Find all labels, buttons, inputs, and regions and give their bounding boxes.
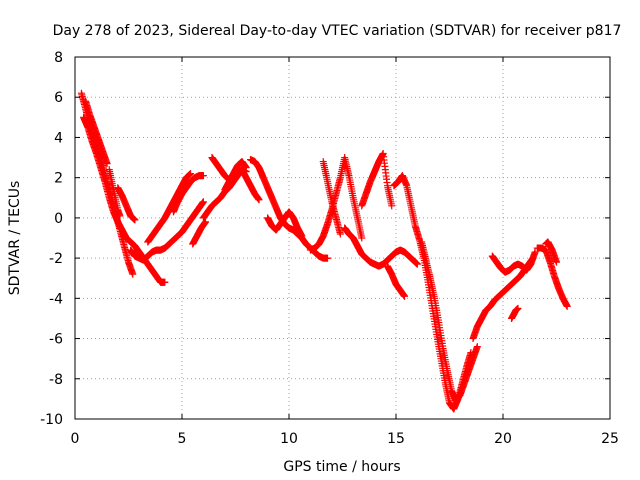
series-track-q xyxy=(341,224,421,270)
series-track-b xyxy=(80,113,169,286)
x-axis-label: GPS time / hours xyxy=(283,459,400,475)
data-point xyxy=(563,302,571,310)
y-tick-label: 2 xyxy=(54,171,63,187)
data-point xyxy=(473,343,481,351)
x-tick-label: 5 xyxy=(178,431,187,447)
series-track-h xyxy=(169,172,207,216)
series-track-d xyxy=(105,166,124,220)
data-point xyxy=(129,270,137,278)
data-point xyxy=(199,172,207,180)
series-track-s xyxy=(383,262,409,300)
data-point xyxy=(161,278,169,286)
y-tick-label: 8 xyxy=(54,50,63,66)
series-track-z xyxy=(508,304,522,322)
grid-lines xyxy=(75,57,610,419)
data-points xyxy=(77,89,571,413)
data-point xyxy=(199,198,207,206)
data-point xyxy=(103,160,111,168)
data-point xyxy=(298,232,306,240)
data-point xyxy=(202,218,210,226)
series-track-f xyxy=(127,198,207,264)
y-axis-ticks: -10 -8 -6 -4 -2 0 2 4 6 8 xyxy=(40,50,610,428)
data-point xyxy=(413,260,421,268)
y-tick-label: -8 xyxy=(49,372,63,388)
data-point xyxy=(116,212,124,220)
data-point xyxy=(131,216,139,224)
x-tick-label: 25 xyxy=(601,431,619,447)
series-track-n xyxy=(264,208,306,240)
data-point xyxy=(401,292,409,300)
y-tick-label: 4 xyxy=(54,130,63,146)
series-track-i xyxy=(189,218,210,248)
x-axis-ticks: 0 5 10 15 20 25 xyxy=(71,57,619,447)
data-point xyxy=(324,254,332,262)
series-track-p xyxy=(319,158,344,238)
series-track-w xyxy=(488,248,539,276)
x-tick-label: 20 xyxy=(494,431,512,447)
y-tick-label: 6 xyxy=(54,90,63,106)
series-track-u xyxy=(418,238,481,405)
y-tick-label: -2 xyxy=(49,251,63,267)
data-point xyxy=(336,230,344,238)
data-point xyxy=(255,196,263,204)
data-point xyxy=(531,248,539,256)
data-point xyxy=(358,234,366,242)
x-tick-label: 15 xyxy=(387,431,405,447)
plot-frame xyxy=(74,56,611,420)
data-point xyxy=(242,164,250,172)
series-track-r xyxy=(358,150,396,210)
series-track-l xyxy=(221,158,250,194)
series-track-c xyxy=(82,97,111,168)
x-tick-label: 10 xyxy=(280,431,298,447)
y-axis-label: SDTVAR / TECUs xyxy=(7,181,23,296)
data-point xyxy=(388,202,396,210)
data-point xyxy=(553,258,560,266)
series-track-o xyxy=(306,154,366,254)
series-track-m xyxy=(246,156,332,262)
chart-title: Day 278 of 2023, Sidereal Day-to-day VTE… xyxy=(53,23,622,39)
y-tick-label: 0 xyxy=(54,211,63,227)
x-tick-label: 0 xyxy=(71,431,80,447)
series-track-y xyxy=(542,238,560,266)
y-tick-label: -4 xyxy=(49,291,63,307)
data-point xyxy=(187,170,195,178)
y-tick-label: -10 xyxy=(40,412,63,428)
data-point xyxy=(514,304,522,312)
series-track-x xyxy=(533,244,571,310)
series-track-e xyxy=(114,184,139,224)
y-tick-label: -6 xyxy=(49,332,63,348)
